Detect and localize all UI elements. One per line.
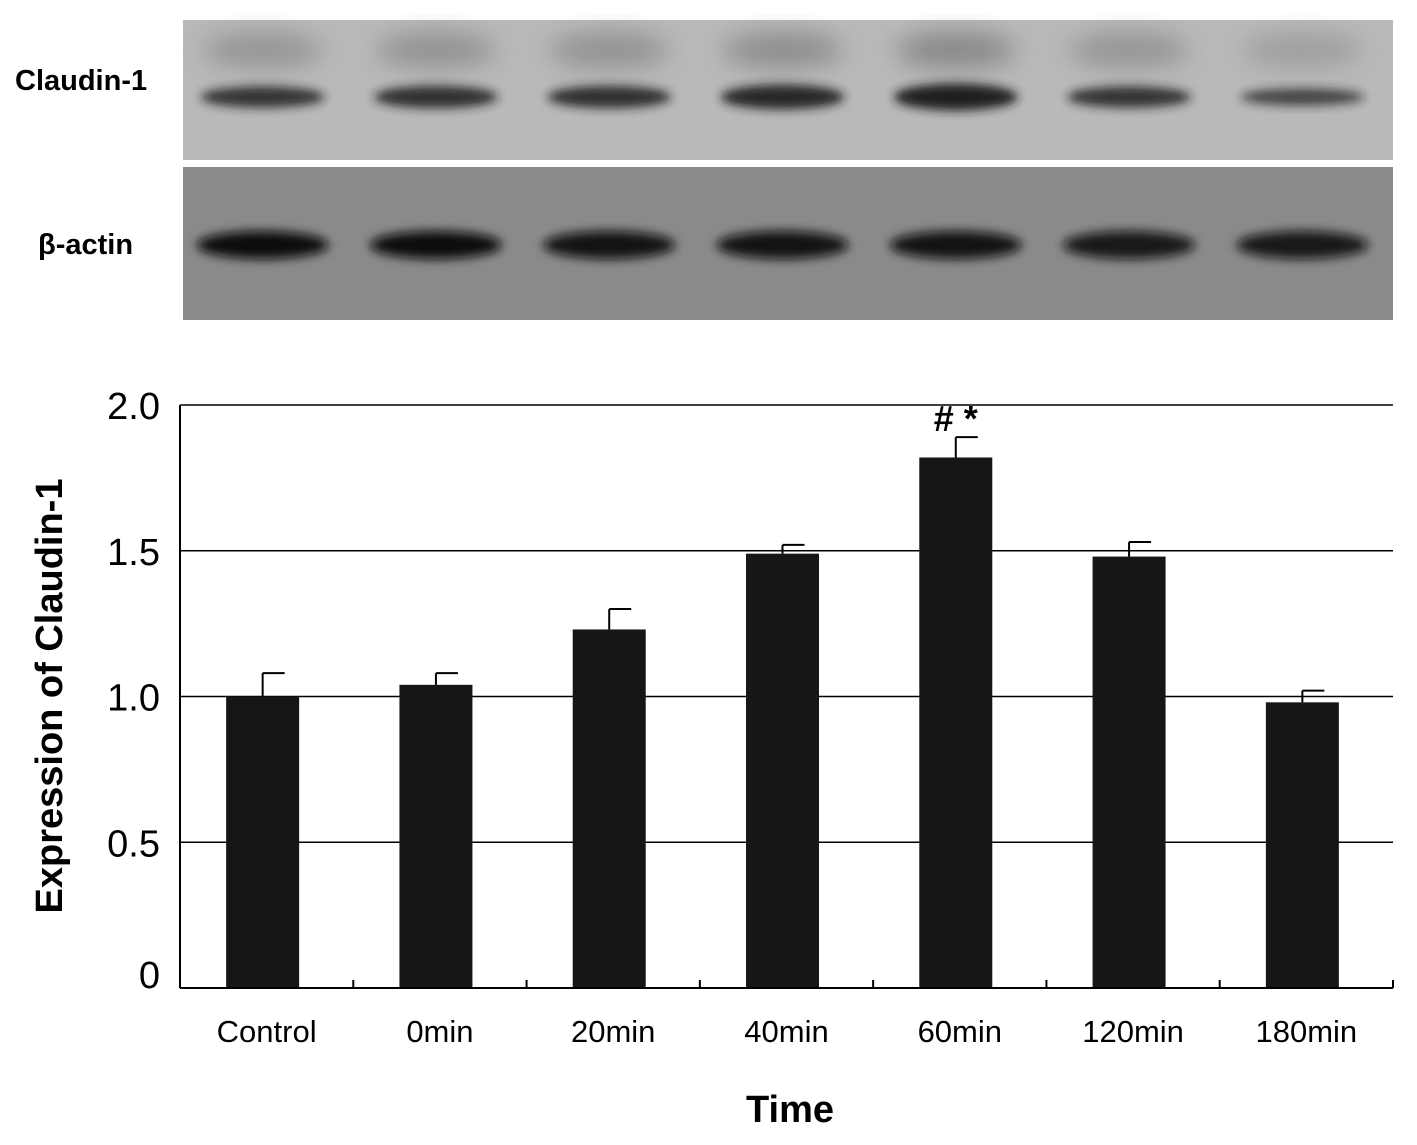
bar-40min xyxy=(746,553,819,988)
blot-band-claudin xyxy=(720,84,845,110)
western-blot: Claudin-1 β-actin xyxy=(15,20,1393,320)
bar-chart: 0 0.5 1.0 1.5 2.0 Control 0min 20min 40min 60min… xyxy=(29,386,1394,1131)
blot-band-upper xyxy=(895,32,1016,68)
blot-band-upper xyxy=(549,32,670,68)
blot-band-claudin xyxy=(200,86,325,108)
blot-band-claudin xyxy=(893,83,1018,111)
bar-20min xyxy=(572,629,646,988)
blot-band-claudin xyxy=(1067,86,1192,108)
blot-band-actin xyxy=(196,231,329,259)
y-tick-label: 2.0 xyxy=(107,386,160,428)
blot-band-actin xyxy=(1063,231,1196,259)
bar-Control xyxy=(226,696,300,988)
y-tick-label: 0.5 xyxy=(107,823,160,865)
y-tick-label: 1.0 xyxy=(107,678,160,720)
blot-band-actin xyxy=(543,231,676,259)
blot-label-actin: β-actin xyxy=(38,229,133,261)
y-axis-label: Expression of Claudin-1 xyxy=(29,479,71,914)
x-tick-label: 40min xyxy=(744,1014,828,1049)
x-axis-label: Time xyxy=(746,1089,834,1131)
blot-band-actin xyxy=(369,231,502,259)
blot-band-upper xyxy=(1069,32,1190,68)
blot-band-upper xyxy=(1242,32,1363,68)
bar-60min xyxy=(919,457,993,989)
bar-120min xyxy=(1092,556,1166,988)
blot-band-actin xyxy=(889,231,1022,259)
blot-band-claudin xyxy=(1240,88,1365,106)
blot-band-upper xyxy=(375,32,496,68)
blot-band-actin xyxy=(1236,231,1369,259)
bar-180min xyxy=(1265,702,1339,988)
x-tick-label: 180min xyxy=(1256,1014,1358,1049)
bar-0min xyxy=(399,684,473,988)
blot-band-claudin xyxy=(547,85,672,109)
blot-band-upper xyxy=(202,32,323,68)
blot-label-claudin: Claudin-1 xyxy=(15,65,147,97)
x-tick-label: 120min xyxy=(1082,1014,1184,1049)
x-tick-label: Control xyxy=(217,1014,317,1049)
x-tick-label: 0min xyxy=(406,1014,473,1049)
significance-annotation: # * xyxy=(934,398,978,439)
x-tick-label: 60min xyxy=(918,1014,1002,1049)
y-tick-label: 0 xyxy=(139,955,160,997)
x-tick-label: 20min xyxy=(571,1014,655,1049)
blot-band-actin xyxy=(716,231,849,259)
blot-band-upper xyxy=(722,32,843,68)
blot-band-claudin xyxy=(373,85,498,109)
y-tick-label: 1.5 xyxy=(107,532,160,574)
